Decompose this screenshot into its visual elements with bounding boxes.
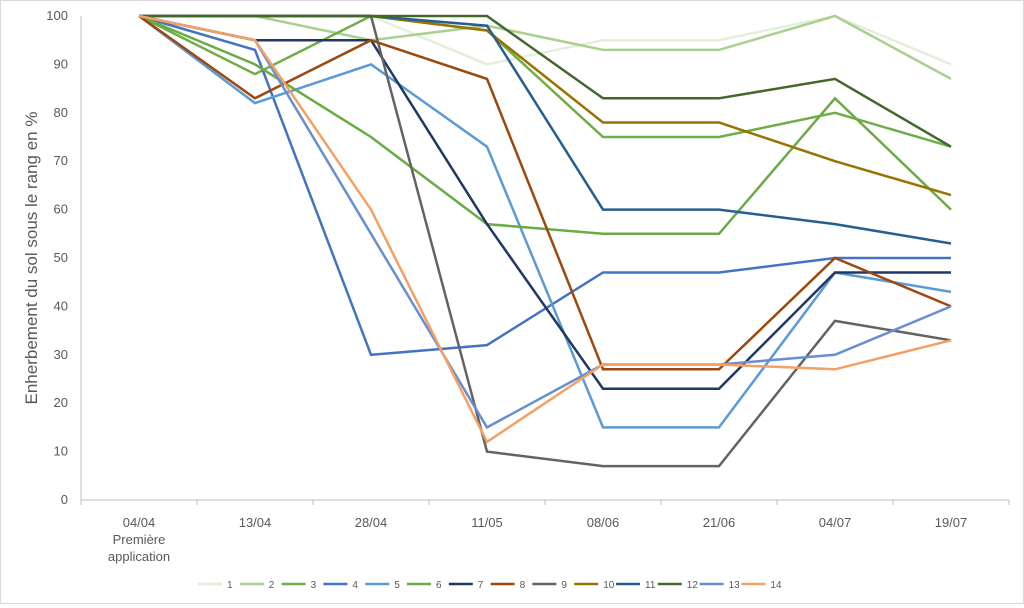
y-tick-label: 30	[54, 347, 68, 362]
x-tick-label-line: 21/06	[703, 515, 736, 530]
y-tick-label: 60	[54, 202, 68, 217]
y-tick-labels: 0 10 20 30 40 50 60 70 80 90 100	[46, 8, 68, 507]
legend-label: 12	[687, 580, 699, 591]
x-tick-label-line: 19/07	[935, 515, 968, 530]
y-tick-label: 40	[54, 298, 68, 313]
y-tick-label: 10	[54, 444, 68, 459]
series-lines	[138, 14, 952, 468]
y-tick-label: 70	[54, 153, 68, 168]
x-tick-label-line: 11/05	[471, 515, 503, 530]
legend-label: 5	[394, 580, 400, 591]
series-line-6	[138, 14, 952, 236]
x-tick-label-line: 28/04	[355, 515, 388, 530]
series-line-5	[138, 15, 952, 429]
x-tick-label: 11/05	[471, 515, 503, 530]
y-tick-label: 50	[54, 250, 68, 265]
x-tick-label-line: 04/04	[123, 515, 156, 530]
legend-label: 1	[227, 580, 233, 591]
x-tick-label: 08/06	[587, 515, 620, 530]
y-axis-title: Enherbement du sol sous le rang en %	[22, 112, 41, 405]
x-tick-label-line: Première	[113, 532, 166, 547]
legend-label: 11	[645, 580, 656, 591]
series-line-7	[138, 14, 951, 390]
legend-label: 10	[603, 580, 615, 591]
x-tick-label: 04/04 Première application	[108, 515, 170, 564]
series-line-12	[139, 14, 952, 148]
series-line-8	[138, 14, 952, 371]
y-tick-label: 80	[54, 105, 68, 120]
x-tick-labels: 04/04 Première application 13/04 28/04 11/05 0…	[108, 515, 967, 564]
y-tick-label: 100	[46, 8, 68, 23]
x-tick-label: 13/04	[239, 515, 272, 530]
legend-label: 2	[269, 580, 275, 591]
x-tick-label-line: 08/06	[587, 515, 620, 530]
legend-label: 4	[352, 580, 358, 591]
x-tick-label: 19/07	[935, 515, 968, 530]
y-tick-label: 0	[61, 492, 68, 507]
legend-label: 14	[770, 580, 782, 591]
series-line-13	[138, 14, 952, 430]
legend-label: 13	[729, 580, 741, 591]
series-line-3	[138, 14, 952, 148]
legend-label: 9	[561, 580, 567, 591]
legend: 1 2 3 4 5 6 7 8 9 10 11 12 13 14	[198, 580, 782, 591]
axes	[80, 16, 1010, 505]
legend-label: 3	[311, 580, 317, 591]
series-line-2	[139, 14, 952, 80]
legend-label: 6	[436, 580, 442, 591]
x-tick-label: 28/04	[355, 515, 388, 530]
x-tick-label: 21/06	[703, 515, 736, 530]
y-tick-label: 20	[54, 395, 68, 410]
y-tick-label: 90	[54, 56, 68, 71]
series-line-14	[138, 14, 952, 444]
x-tick-label: 04/07	[819, 515, 852, 530]
legend-label: 7	[478, 580, 484, 591]
legend-label: 8	[520, 580, 526, 591]
x-tick-label-line: 04/07	[819, 515, 852, 530]
x-tick-label-line: 13/04	[239, 515, 272, 530]
x-tick-label-line: application	[108, 549, 170, 564]
series-line-4	[138, 14, 951, 357]
